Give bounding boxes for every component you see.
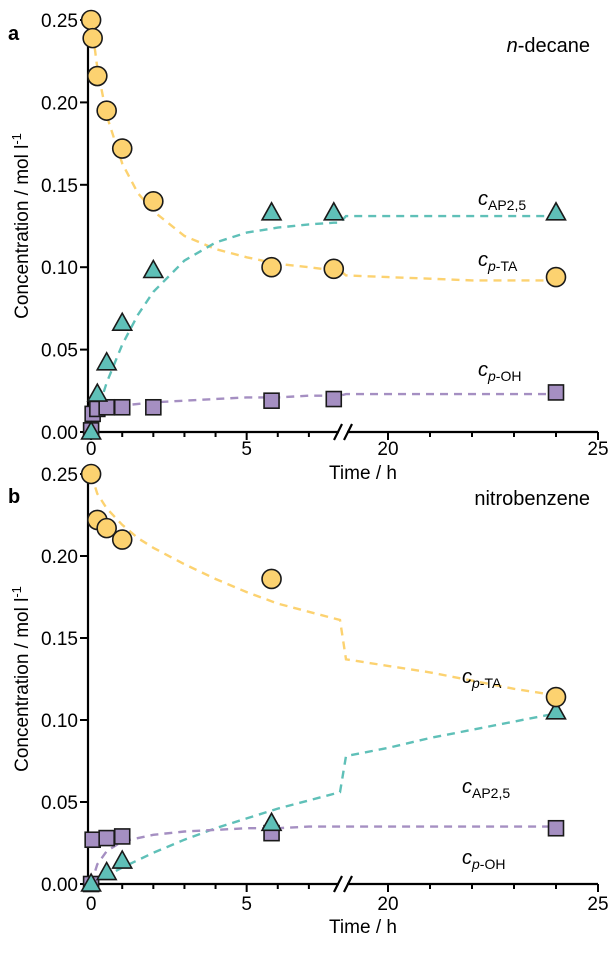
point-cpOH-a <box>145 398 162 416</box>
axis-break-mark-b <box>343 875 353 893</box>
point-cpOH-a <box>98 398 115 416</box>
y-tick-label-b: 0.25 <box>41 465 78 486</box>
point-cpTA-a <box>87 65 108 87</box>
point-cAP25-b <box>260 811 283 832</box>
point-cAP25-b <box>95 860 118 881</box>
series-label-cAP25-b: cAP2,5 <box>462 776 510 801</box>
x-tick-label-b: 5 <box>241 894 252 915</box>
y-tick-label-b: 0.15 <box>41 629 78 650</box>
point-cpTA-a <box>323 258 345 280</box>
point-cAP25-a <box>260 201 283 221</box>
x-tick-label-a: 0 <box>86 439 97 460</box>
point-cAP25-a <box>545 201 567 221</box>
panel-a-letter: a <box>8 23 20 45</box>
y-tick-label-b: 0.10 <box>41 711 78 732</box>
point-cAP25-b <box>111 849 134 869</box>
fit-line-cpTA-b <box>89 473 557 697</box>
point-cpTA-b <box>80 463 102 485</box>
series-label-cAP25-a: cAP2,5 <box>478 188 526 213</box>
fit-line-cAP25-b <box>90 712 557 886</box>
y-tick-label-b: 0.05 <box>41 793 78 814</box>
point-cpTA-a <box>111 138 133 159</box>
point-cAP25-b <box>80 872 102 892</box>
x-tick-label-a: 25 <box>587 439 608 460</box>
point-cpTA-a <box>143 190 164 212</box>
point-cpTA-b <box>96 517 117 539</box>
axis-break-mark-b <box>333 875 343 893</box>
panel-b-letter: b <box>8 486 20 508</box>
y-tick-label-a: 0.20 <box>41 93 78 114</box>
point-cpTA-a <box>96 100 117 121</box>
y-axis-title-b: Concentration / mol l-1 <box>9 586 33 772</box>
y-tick-label-a: 0.15 <box>41 176 78 197</box>
x-tick-label-b: 20 <box>377 894 398 915</box>
y-tick-label-a: 0.00 <box>41 423 78 444</box>
x-axis-title-a: Time / h <box>329 463 397 484</box>
axis-break-gap-a <box>339 429 347 435</box>
point-cpTA-b <box>261 568 282 590</box>
point-cpTA-a <box>82 27 103 49</box>
y-tick-label-a: 0.05 <box>41 341 78 362</box>
axis-break-mark-a <box>343 423 353 441</box>
fit-line-cpOH-a <box>89 392 556 433</box>
series-label-cpOH-a: cp-OH <box>478 359 521 384</box>
point-cpTA-a <box>80 9 102 31</box>
y-tick-label-b: 0.00 <box>41 875 78 896</box>
point-cpTA-b <box>545 686 567 708</box>
y-axis-title-a: Concentration / mol l-1 <box>9 133 33 319</box>
point-cpOH-a <box>263 392 280 409</box>
point-cpOH-a <box>547 384 565 401</box>
point-cpTA-a <box>545 266 567 288</box>
panel-a-annotation: n-decane <box>507 35 590 57</box>
point-cpOH-b <box>547 819 565 837</box>
point-cpOH-a <box>325 390 343 408</box>
point-cpOH-b <box>98 829 115 847</box>
y-tick-label-a: 0.10 <box>41 258 78 279</box>
fit-line-cpOH-b <box>89 825 556 885</box>
series-label-cpTA-b: cp-TA <box>462 666 502 691</box>
point-cpOH-b <box>113 828 131 845</box>
fit-line-cAP25-a <box>89 214 556 433</box>
axis-break-mark-a <box>333 423 343 441</box>
x-axis-title-b: Time / h <box>329 917 397 938</box>
point-cAP25-a <box>86 382 109 402</box>
point-cAP25-a <box>322 201 345 221</box>
point-cAP25-a <box>95 351 118 371</box>
x-tick-label-a: 5 <box>241 439 252 460</box>
point-cAP25-a <box>80 420 102 440</box>
y-tick-label-b: 0.20 <box>41 547 78 568</box>
point-cAP25-b <box>545 700 567 720</box>
point-cAP25-a <box>142 258 165 279</box>
fit-line-cpTA-a <box>89 19 556 282</box>
x-tick-label-b: 0 <box>86 894 97 915</box>
point-cpTA-b <box>111 529 133 550</box>
x-tick-label-b: 25 <box>587 894 608 915</box>
point-cpOH-b <box>84 831 101 849</box>
fit-curves-b <box>89 473 557 886</box>
point-cAP25-a <box>111 311 134 332</box>
x-tick-label-a: 20 <box>377 439 398 460</box>
point-cpTA-a <box>261 256 282 278</box>
series-label-cpOH-b: cp-OH <box>462 847 505 872</box>
panel-a: 0.00 0.05 0.10 0.15 0.20 0.25 0 5 20 25 Time / h Co… <box>9 9 609 484</box>
panel-b-annotation: nitrobenzene <box>474 488 590 510</box>
axis-break-gap-b <box>339 881 347 887</box>
point-cpOH-a <box>113 398 131 416</box>
panel-b: 0.00 0.05 0.10 0.15 0.20 0.25 0 5 20 25 Time / h Co… <box>9 463 609 938</box>
series-label-cpTA-a: cp-TA <box>478 249 518 274</box>
y-tick-label-a: 0.25 <box>41 11 78 32</box>
